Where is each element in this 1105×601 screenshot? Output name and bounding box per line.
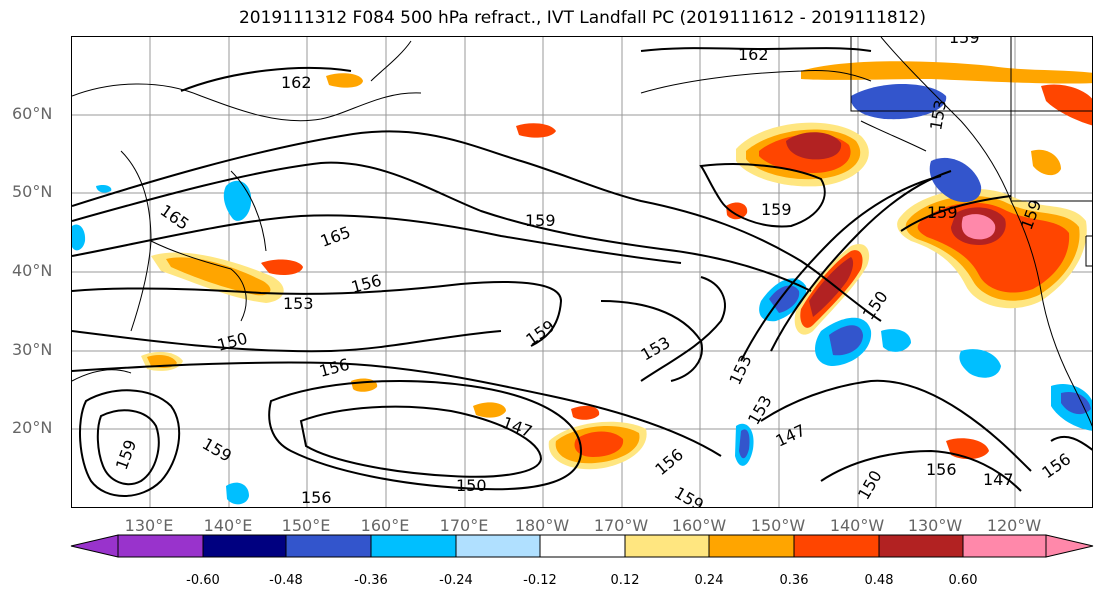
- colorbar-left-triangle: [70, 534, 119, 558]
- colorbar-tick: -0.48: [269, 573, 303, 588]
- contour-label: 153: [283, 294, 314, 313]
- colorbar-tick: -0.36: [354, 573, 388, 588]
- contour-label: 153: [638, 333, 674, 365]
- contour-label: 156: [301, 488, 332, 507]
- ivt-blob-alaska-negative: [850, 83, 947, 120]
- lon-label-130e: 130°E: [124, 516, 174, 535]
- lon-label-160w: 160°W: [671, 516, 727, 535]
- contour-label: 147: [500, 413, 535, 441]
- lat-label-50n: 50°N: [12, 182, 53, 201]
- contour-label: 156: [651, 445, 687, 479]
- contour-label-group: 162 162 165 165 159 159 159 159 159 156 …: [112, 37, 1074, 508]
- contour-label: 153: [744, 392, 776, 428]
- contour-label: 162: [738, 45, 769, 64]
- contour-label: 150: [854, 467, 886, 503]
- ivt-shading: [72, 61, 1092, 505]
- lon-label-130w: 130°W: [907, 516, 963, 535]
- lon-label-140w: 140°W: [829, 516, 885, 535]
- colorbar-segments: [117, 534, 1047, 558]
- contour-label: 150: [859, 287, 892, 323]
- lon-label-180w: 180°W: [514, 516, 570, 535]
- contour-label: 159: [525, 211, 556, 230]
- contour-label: 153: [725, 352, 755, 388]
- coastlines: [72, 37, 1092, 427]
- contour-label: 147: [773, 420, 809, 450]
- contour-label: 156: [926, 460, 957, 479]
- colorbar: [70, 534, 1094, 558]
- contour-label: 147: [983, 470, 1014, 489]
- lat-label-40n: 40°N: [12, 261, 53, 280]
- lon-label-170w: 170°W: [593, 516, 649, 535]
- colorbar-tick: 0.36: [779, 573, 809, 588]
- contour-label: 159: [949, 37, 980, 47]
- contour-label: 150: [456, 476, 487, 495]
- contour-label: 159: [199, 434, 235, 466]
- colorbar-tick: -0.12: [523, 573, 557, 588]
- lon-label-160e: 160°E: [360, 516, 410, 535]
- contour-label: 156: [349, 271, 383, 297]
- contour-label: 159: [671, 483, 707, 508]
- colorbar-tick: -0.24: [439, 573, 473, 588]
- map-panel: 162 162 165 165 159 159 159 159 159 156 …: [71, 36, 1093, 508]
- colorbar-tick: 0.12: [610, 573, 640, 588]
- contour-label: 165: [318, 222, 353, 250]
- contour-label: 159: [522, 316, 558, 349]
- refractivity-contours: [72, 47, 1092, 497]
- map-canvas: 162 162 165 165 159 159 159 159 159 156 …: [72, 37, 1092, 508]
- lon-label-150e: 150°E: [281, 516, 331, 535]
- colorbar-tick: 0.60: [948, 573, 978, 588]
- contour-label: 162: [281, 73, 312, 92]
- lon-label-120w: 120°W: [986, 516, 1042, 535]
- contour-label: 153: [926, 98, 950, 131]
- colorbar-tick: 0.24: [694, 573, 724, 588]
- contour-label: 156: [1038, 449, 1074, 482]
- map-title: 2019111312 F084 500 hPa refract., IVT La…: [238, 8, 926, 28]
- contour-label: 165: [157, 201, 193, 234]
- colorbar-tick: -0.60: [186, 573, 220, 588]
- contour-label: 159: [927, 203, 958, 222]
- colorbar-right-triangle: [1045, 534, 1094, 558]
- contour-label: 156: [317, 355, 351, 381]
- contour-label: 159: [761, 200, 792, 219]
- lat-label-30n: 30°N: [12, 340, 53, 359]
- lon-label-170e: 170°E: [439, 516, 489, 535]
- lat-label-60n: 60°N: [12, 104, 53, 123]
- colorbar-tick: 0.48: [864, 573, 894, 588]
- contour-label: 159: [112, 437, 140, 472]
- lat-label-20n: 20°N: [12, 418, 53, 437]
- lon-label-140e: 140°E: [203, 516, 253, 535]
- lon-label-150w: 150°W: [750, 516, 806, 535]
